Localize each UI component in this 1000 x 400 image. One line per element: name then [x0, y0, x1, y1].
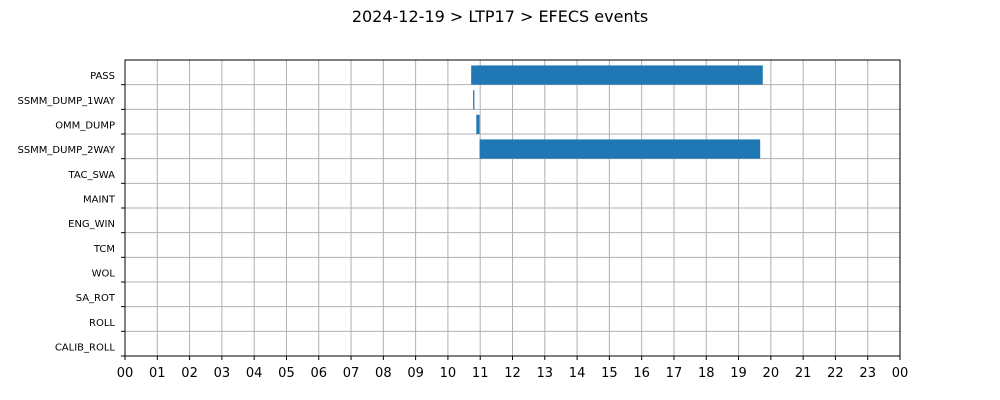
- x-tick-label: 13: [537, 366, 554, 381]
- x-tick-label: 17: [666, 366, 683, 381]
- x-tick-label: 09: [407, 366, 424, 381]
- x-tick-label: 15: [601, 366, 618, 381]
- x-tick-label: 21: [795, 366, 812, 381]
- bar-ssmm-dump-2way: [479, 139, 761, 159]
- x-tick-label: 02: [181, 366, 198, 381]
- x-tick-label: 19: [730, 366, 747, 381]
- x-tick-label: 01: [149, 366, 166, 381]
- grid-layer: [124, 60, 901, 356]
- x-tick-label: 00: [117, 366, 134, 381]
- y-tick-label-sa-rot: SA_ROT: [76, 293, 116, 304]
- bar-pass: [471, 65, 763, 85]
- x-tick-label: 04: [246, 366, 263, 381]
- y-tick-label-pass: PASS: [90, 71, 115, 82]
- y-tick-label-maint: MAINT: [83, 195, 116, 206]
- x-tick-label: 05: [278, 366, 295, 381]
- y-tick-label-tac-swa: TAC_SWA: [67, 170, 115, 181]
- x-tick-label: 10: [440, 366, 457, 381]
- x-tick-label: 16: [633, 366, 650, 381]
- bars-layer: [471, 65, 763, 159]
- x-axis: 00 01 02 03 04 05 06 07 08 09 10 11 12 13 14 15 16 17 18 19…: [117, 356, 909, 381]
- x-tick-label: 06: [310, 366, 327, 381]
- y-tick-label-calib-roll: CALIB_ROLL: [55, 343, 116, 354]
- x-tick-label: 14: [569, 366, 586, 381]
- x-tick-label: 22: [827, 366, 844, 381]
- y-tick-label-wol: WOL: [92, 269, 116, 280]
- bar-omm-dump: [476, 114, 480, 134]
- y-tick-label-roll: ROLL: [89, 318, 115, 329]
- x-tick-label: 00: [892, 366, 909, 381]
- y-axis: PASS SSMM_DUMP_1WAY OMM_DUMP SSMM_DUMP_2WAY…: [17, 71, 125, 357]
- y-tick-label-tcm: TCM: [93, 244, 115, 255]
- y-tick-label-omm-dump: OMM_DUMP: [55, 121, 115, 132]
- x-tick-label: 23: [859, 366, 876, 381]
- x-tick-label: 18: [698, 366, 715, 381]
- x-tick-label: 20: [763, 366, 780, 381]
- bar-ssmm-dump-1way: [473, 90, 475, 110]
- y-tick-label-ssmm-dump-1way: SSMM_DUMP_1WAY: [17, 96, 115, 107]
- x-tick-label: 12: [504, 366, 521, 381]
- x-tick-label: 03: [214, 366, 231, 381]
- y-tick-label-eng-win: ENG_WIN: [68, 219, 115, 230]
- chart-title: 2024-12-19 > LTP17 > EFECS events: [352, 7, 648, 26]
- y-tick-label-ssmm-dump-2way: SSMM_DUMP_2WAY: [17, 145, 115, 156]
- x-tick-label: 08: [375, 366, 392, 381]
- x-tick-label: 11: [472, 366, 489, 381]
- x-tick-label: 07: [343, 366, 360, 381]
